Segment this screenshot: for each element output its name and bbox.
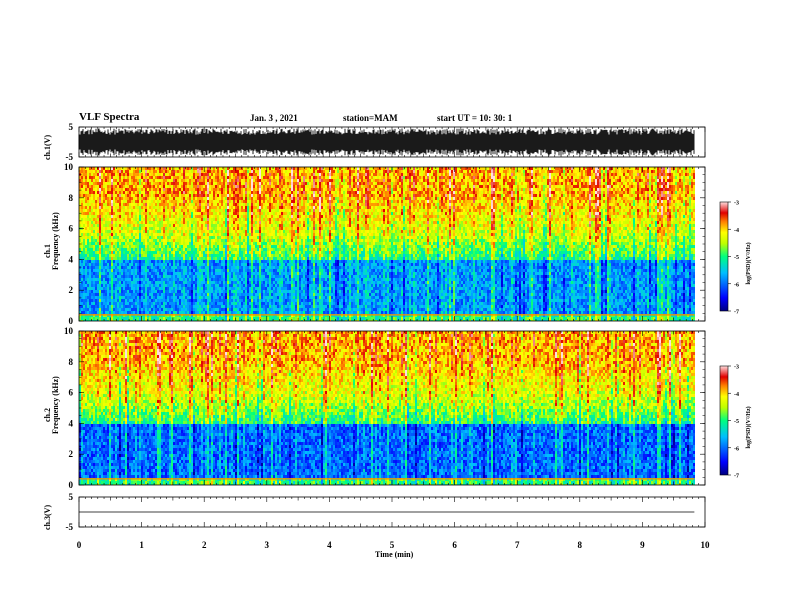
y-tick-label: 4 (69, 418, 74, 428)
start-time-label: start UT = 10: 30: 1 (437, 113, 512, 123)
x-tick-label: 9 (640, 540, 645, 550)
colorbar-tick-label: -5 (734, 419, 739, 425)
ch3-waveform-ylabel: ch.3(V) (43, 505, 52, 530)
y-tick-label: -5 (66, 522, 74, 532)
x-tick-label: 5 (390, 540, 395, 550)
colorbar-label: log(PSD)(V²/Hz) (745, 406, 752, 448)
x-tick-label: 3 (265, 540, 270, 550)
y-tick-label: 10 (64, 162, 74, 172)
y-tick-label: 5 (69, 492, 74, 502)
colorbar-ch1 (719, 201, 729, 312)
xaxis-label: Time (min) (375, 550, 414, 559)
colorbar-tick-label: -4 (734, 228, 739, 234)
ch1-waveform-ylabel: ch.1(V) (43, 135, 52, 160)
colorbar-tick-label: -5 (734, 255, 739, 261)
x-tick-label: 4 (327, 540, 332, 550)
y-tick-label: 6 (69, 224, 74, 234)
y-tick-label: 4 (69, 254, 74, 264)
y-tick-label: -5 (66, 152, 74, 162)
x-tick-label: 0 (77, 540, 82, 550)
colorbar-label: log(PSD)(V²/Hz) (745, 242, 752, 284)
colorbar-tick-label: -6 (734, 446, 739, 452)
colorbar-tick-label: -3 (734, 201, 739, 207)
y-tick-label: 0 (69, 480, 74, 490)
colorbar-tick-label: -6 (734, 282, 739, 288)
y-tick-label: 5 (69, 122, 74, 132)
colorbar-tick-label: -7 (734, 474, 739, 480)
colorbar-labels: -3 -4 -5 -6 -7 log(PSD)(V²/Hz) -3 -4 -5 -6 -7 log(P… (728, 201, 752, 480)
x-tick-label: 7 (515, 540, 520, 550)
x-tick-label: 10 (701, 540, 711, 550)
ch1-waveform-trace (78, 128, 695, 156)
x-tick-label: 1 (139, 540, 144, 550)
ch2-spec-ylabel-a: ch.2 (43, 408, 52, 422)
y-tick-label: 8 (69, 193, 74, 203)
x-tick-label: 8 (578, 540, 583, 550)
colorbar-tick-label: -7 (734, 310, 739, 316)
ch1-spectrogram-cells (79, 167, 705, 321)
y-tick-label: 10 (64, 326, 74, 336)
x-tick-label: 2 (202, 540, 207, 550)
station-label: station=MAM (343, 113, 398, 123)
ch2-spec-ylabel-b: Frequency (kHz) (51, 376, 60, 434)
colorbar-tick-label: -4 (734, 392, 739, 398)
colorbar-tick-label: -3 (734, 365, 739, 371)
ch1-spec-ylabel-a: ch.1 (43, 244, 52, 258)
colorbar-ch2 (719, 365, 729, 476)
figure-title: VLF Spectra (79, 111, 139, 123)
ch1-spectrogram-panel (78, 166, 706, 322)
ch2-spectrogram-panel (78, 330, 706, 486)
x-tick-label: 6 (452, 540, 457, 550)
ch1-spec-ylabel-b: Frequency (kHz) (51, 212, 60, 270)
y-tick-label: 0 (69, 316, 74, 326)
y-tick-label: 2 (69, 449, 74, 459)
ch2-spectrogram-cells (79, 331, 705, 485)
y-tick-label: 6 (69, 388, 74, 398)
date-label: Jan. 3 , 2021 (250, 113, 298, 123)
y-tick-label: 2 (69, 285, 74, 295)
y-tick-label: 8 (69, 357, 74, 367)
